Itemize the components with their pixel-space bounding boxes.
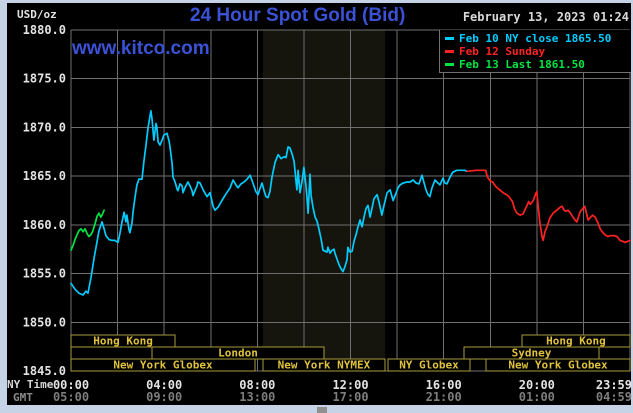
scrollbar-thumb[interactable] [317, 407, 327, 413]
y-axis-units-label: USD/oz [17, 8, 57, 21]
x-tick-gmt-label: 13:00 [239, 390, 275, 404]
legend-dash-icon [445, 63, 454, 66]
legend-dash-icon [445, 37, 454, 40]
x-tick-ny-label: 08:00 [239, 378, 275, 392]
session-box-unlabeled [70, 346, 153, 360]
legend-item-feb10: Feb 10 NY close 1865.50 [440, 32, 631, 45]
y-tick-label: 1860.0 [23, 218, 66, 232]
x-tick-ny-label: 12:00 [332, 378, 368, 392]
session-label-new-york-nymex: New York NYMEX [278, 359, 371, 372]
session-label-new-york-globex: New York Globex [508, 359, 608, 372]
y-tick-label: 1870.0 [23, 120, 66, 134]
page-title: 24 Hour Spot Gold (Bid) [190, 5, 406, 26]
session-box-new-york-globex [485, 358, 631, 372]
x-tick-ny-label: 00:00 [53, 378, 89, 392]
legend-item-feb13: Feb 13 Last 1861.50 [440, 58, 631, 71]
x-tick-ny-label: 20:00 [519, 378, 555, 392]
x-tick-ny-label: 23:59 [596, 378, 632, 392]
y-tick-label: 1855.0 [23, 267, 66, 281]
x-tick-gmt-label: 09:00 [146, 390, 182, 404]
x-tick-gmt-label: 05:00 [53, 390, 89, 404]
kitco-watermark: www.kitco.com [72, 38, 210, 59]
x-axis-gmt-label: GMT [13, 391, 33, 404]
y-tick-label: 1850.0 [23, 315, 66, 329]
session-box-new-york-globex [70, 358, 256, 372]
x-tick-ny-label: 04:00 [146, 378, 182, 392]
x-axis-ny-time-label: NY Time [7, 378, 54, 391]
legend-item-label: Feb 13 Last 1861.50 [459, 58, 585, 71]
chart-datetime: February 13, 2023 01:24 [462, 10, 629, 24]
nymex-session-band [262, 30, 385, 371]
session-label-new-york-globex: New York Globex [113, 359, 213, 372]
legend-item-feb12: Feb 12 Sunday [440, 45, 631, 58]
session-box-ny-globex [387, 358, 471, 372]
y-tick-label: 1865.0 [23, 169, 66, 183]
x-tick-gmt-label: 21:00 [426, 390, 462, 404]
session-label-london: London [218, 347, 258, 360]
series-line-1 [466, 169, 631, 244]
session-label-hong-kong: Hong Kong [546, 335, 606, 348]
y-tick-label: 1875.0 [23, 72, 66, 86]
session-label-hong-kong: Hong Kong [93, 335, 153, 348]
legend-item-label: Feb 10 NY close 1865.50 [459, 32, 612, 45]
series-line-0 [70, 110, 468, 296]
x-tick-gmt-label: 01:00 [519, 390, 555, 404]
x-tick-gmt-label: 17:00 [332, 390, 368, 404]
legend-item-label: Feb 12 Sunday [459, 45, 546, 58]
session-label-sydney: Sydney [512, 347, 552, 360]
x-tick-ny-label: 16:00 [426, 378, 462, 392]
y-tick-label: 1880.0 [23, 23, 66, 37]
session-label-ny-globex: NY Globex [399, 359, 459, 372]
y-tick-label: 1845.0 [23, 364, 66, 378]
legend-dash-icon [445, 50, 454, 53]
session-box-new-york-nymex [262, 358, 386, 372]
legend-box: Feb 10 NY close 1865.50 Feb 12 Sunday Fe… [439, 30, 631, 73]
x-tick-gmt-label: 04:59 [596, 390, 632, 404]
series-line-2 [70, 209, 105, 252]
